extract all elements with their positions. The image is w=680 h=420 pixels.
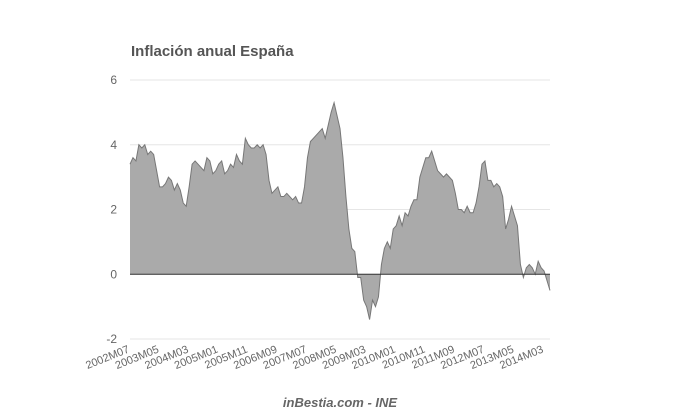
plot-area [129, 100, 551, 320]
y-tick-label: 0 [110, 267, 117, 281]
y-tick-label: 4 [110, 138, 117, 152]
x-axis: 2002M072003M052004M032005M012005M112006M… [84, 344, 545, 372]
chart-title: Inflación anual España [131, 43, 294, 60]
y-tick-label: 6 [110, 73, 117, 87]
y-axis: -2 0 2 4 6 [106, 73, 117, 346]
y-tick-label: -2 [106, 332, 117, 346]
series-line [129, 100, 551, 320]
y-tick-label: 2 [110, 203, 117, 217]
series-area [130, 102, 550, 320]
chart-source: inBestia.com - INE [283, 395, 397, 410]
